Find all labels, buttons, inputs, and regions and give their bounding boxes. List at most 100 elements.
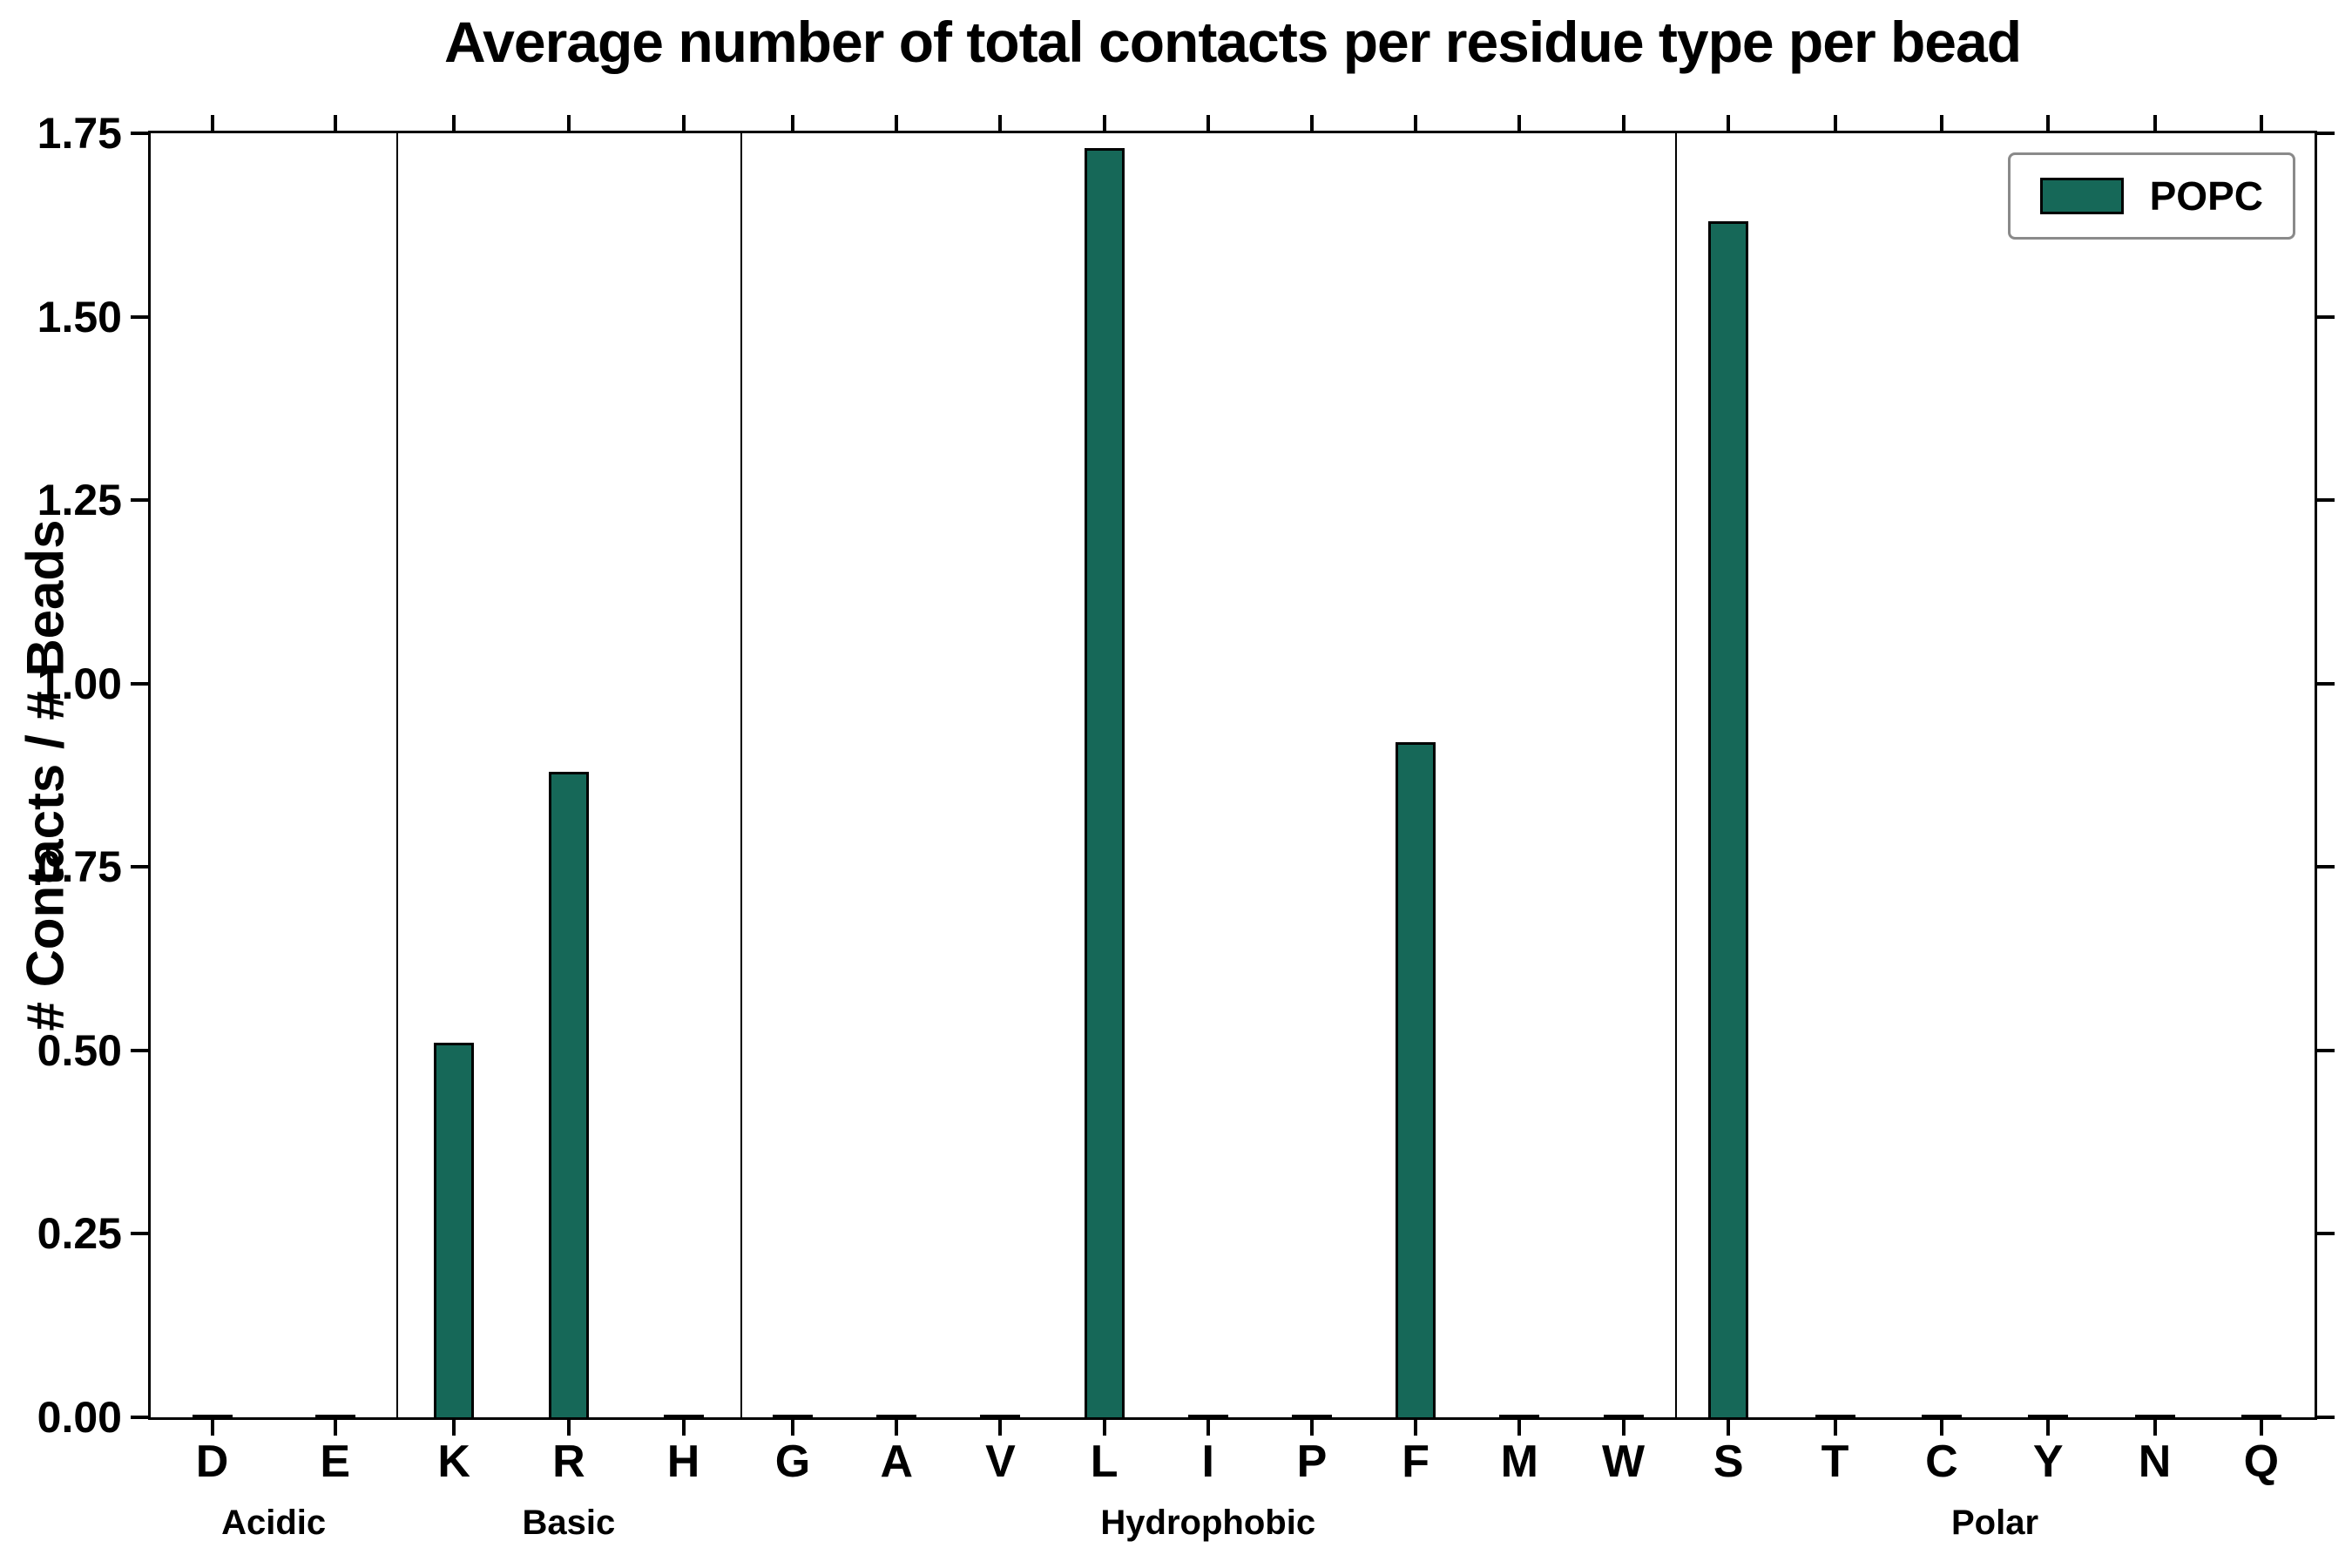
x-tick-label-D: D [195, 1436, 229, 1487]
x-tick-mark-bottom [333, 1420, 337, 1436]
x-tick-mark-bottom [791, 1420, 795, 1436]
plot-area: POPC [148, 131, 2317, 1420]
x-tick-mark-top [2046, 115, 2051, 131]
x-tick-mark-top [2259, 115, 2263, 131]
y-tick-label: 0.00 [37, 1393, 122, 1442]
bar-K [434, 1043, 475, 1417]
bar-Q-zero [2240, 1415, 2281, 1417]
x-tick-label-R: R [552, 1436, 585, 1487]
legend-swatch-popc [2039, 178, 2124, 214]
x-tick-mark-bottom [452, 1420, 456, 1436]
bar-Y-zero [2028, 1415, 2069, 1417]
x-tick-mark-top [998, 115, 1003, 131]
x-tick-mark-top [566, 115, 571, 131]
x-tick-mark-bottom [1206, 1420, 1210, 1436]
bar-W-zero [1603, 1415, 1644, 1417]
x-tick-label-H: H [666, 1436, 700, 1487]
y-tick-mark-left [131, 1048, 148, 1052]
y-tick-mark-left [131, 1416, 148, 1419]
x-tick-mark-top [791, 115, 795, 131]
x-tick-label-G: G [774, 1436, 811, 1487]
x-tick-mark-bottom [1833, 1420, 1837, 1436]
x-tick-label-N: N [2138, 1436, 2172, 1487]
x-tick-mark-bottom [998, 1420, 1003, 1436]
x-tick-mark-top [1517, 115, 1522, 131]
x-tick-mark-top [1621, 115, 1625, 131]
bar-E-zero [314, 1415, 355, 1417]
group-separator [396, 133, 399, 1417]
x-tick-label-Q: Q [2243, 1436, 2280, 1487]
y-tick-label: 1.75 [37, 109, 122, 158]
y-axis-label: # Contacts / # Beads [16, 519, 75, 1031]
x-tick-mark-bottom [566, 1420, 571, 1436]
bar-H-zero [663, 1415, 704, 1417]
x-tick-mark-bottom [210, 1420, 214, 1436]
x-tick-label-P: P [1296, 1436, 1328, 1487]
x-tick-label-T: T [1821, 1436, 1849, 1487]
bar-R [548, 771, 589, 1417]
x-tick-label-L: L [1090, 1436, 1119, 1487]
y-tick-label: 1.25 [37, 476, 122, 525]
y-tick-mark-right [2317, 1048, 2335, 1052]
x-tick-mark-top [1309, 115, 1314, 131]
y-tick-label: 0.50 [37, 1025, 122, 1075]
bar-V-zero [980, 1415, 1021, 1417]
x-tick-label-C: C [1925, 1436, 1958, 1487]
bar-M-zero [1499, 1415, 1540, 1417]
y-tick-mark-left [131, 314, 148, 319]
y-tick-mark-left [131, 132, 148, 135]
x-tick-mark-top [1939, 115, 1943, 131]
bar-C-zero [1921, 1415, 1962, 1417]
bar-G-zero [773, 1415, 814, 1417]
x-tick-label-K: K [437, 1436, 470, 1487]
y-tick-mark-right [2317, 681, 2335, 686]
legend-label-popc: POPC [2149, 173, 2263, 219]
bar-T-zero [1815, 1415, 1855, 1417]
bar-L [1084, 147, 1125, 1417]
x-tick-mark-bottom [1621, 1420, 1625, 1436]
y-tick-mark-right [2317, 314, 2335, 319]
bar-F [1396, 742, 1436, 1417]
bar-S [1708, 221, 1749, 1417]
y-tick-label: 1.00 [37, 659, 122, 708]
y-tick-mark-right [2317, 1232, 2335, 1236]
bar-D-zero [192, 1415, 233, 1417]
y-tick-mark-left [131, 498, 148, 503]
x-tick-label-M: M [1500, 1436, 1538, 1487]
y-tick-mark-left [131, 681, 148, 686]
bar-I-zero [1187, 1415, 1228, 1417]
x-tick-mark-bottom [895, 1420, 899, 1436]
y-tick-mark-right [2317, 1416, 2335, 1419]
y-tick-label: 0.25 [37, 1209, 122, 1259]
x-tick-mark-top [681, 115, 686, 131]
x-tick-mark-bottom [1939, 1420, 1943, 1436]
y-tick-mark-right [2317, 498, 2335, 503]
x-tick-label-A: A [880, 1436, 913, 1487]
x-tick-mark-bottom [2046, 1420, 2051, 1436]
x-tick-mark-top [1833, 115, 1837, 131]
y-tick-mark-left [131, 1232, 148, 1236]
x-tick-mark-bottom [681, 1420, 686, 1436]
group-separator [740, 133, 743, 1417]
bar-A-zero [876, 1415, 917, 1417]
y-tick-label: 0.75 [37, 842, 122, 892]
group-label-hydrophobic: Hydrophobic [1100, 1504, 1316, 1542]
group-label-basic: Basic [522, 1504, 616, 1542]
x-tick-mark-bottom [1102, 1420, 1106, 1436]
y-tick-mark-right [2317, 865, 2335, 869]
x-tick-mark-bottom [2153, 1420, 2157, 1436]
x-tick-mark-top [452, 115, 456, 131]
x-tick-label-E: E [320, 1436, 351, 1487]
x-tick-mark-bottom [1517, 1420, 1522, 1436]
x-tick-mark-top [1414, 115, 1418, 131]
bar-P-zero [1291, 1415, 1332, 1417]
chart-title: Average number of total contacts per res… [443, 10, 2022, 74]
legend: POPC [2007, 152, 2295, 240]
x-tick-label-F: F [1402, 1436, 1429, 1487]
x-tick-mark-bottom [1727, 1420, 1731, 1436]
group-separator [1675, 133, 1678, 1417]
x-tick-label-Y: Y [2032, 1436, 2064, 1487]
y-tick-label: 1.50 [37, 292, 122, 341]
x-tick-mark-top [210, 115, 214, 131]
